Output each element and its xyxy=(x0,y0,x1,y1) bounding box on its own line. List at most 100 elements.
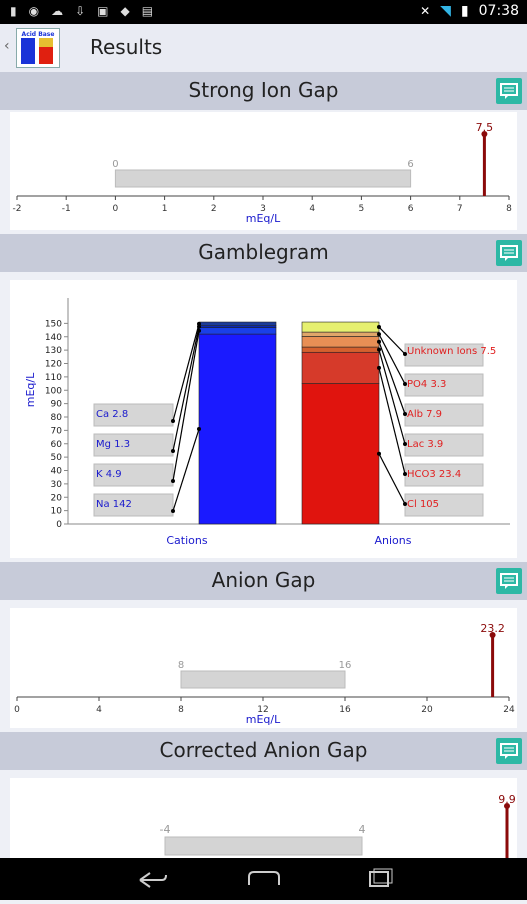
y-tick-label: 90 xyxy=(51,400,63,410)
anion-leader-line xyxy=(378,349,406,445)
cation-label-box xyxy=(93,493,174,517)
y-tick-label: 150 xyxy=(45,319,62,329)
x-tick-label: 8 xyxy=(178,705,184,715)
y-tick-label: 110 xyxy=(45,373,62,383)
x-tick-label: 16 xyxy=(339,705,351,715)
value-label: 23.2 xyxy=(480,622,505,635)
range-low-label: 8 xyxy=(178,660,184,671)
cation-leader-dot xyxy=(197,324,201,329)
section-header-corrected-anion-gap: Corrected Anion Gap xyxy=(0,732,527,770)
back-chevron-icon[interactable]: ‹ xyxy=(4,38,10,54)
cation-label: Mg 1.3 xyxy=(96,439,130,450)
y-tick-label: 50 xyxy=(51,453,63,463)
anion-segment-alb xyxy=(301,336,380,348)
comment-button[interactable] xyxy=(496,240,522,266)
anion-label: HCO3 23.4 xyxy=(407,469,461,480)
range-low-label: 0 xyxy=(112,159,118,170)
anion-leader-line xyxy=(378,367,406,475)
section-header-anion-gap: Anion Gap xyxy=(0,562,527,600)
anion-label: Unknown Ions 7.5 xyxy=(407,346,496,357)
nav-home-icon[interactable] xyxy=(248,871,280,885)
anion-label: Cl 105 xyxy=(407,499,439,510)
x-axis-label: mEq/L xyxy=(246,713,281,726)
x-tick-label: 24 xyxy=(503,705,515,715)
category-label-cations: Cations xyxy=(166,534,207,547)
anion-leader-line xyxy=(378,326,406,355)
y-tick-label: 100 xyxy=(45,386,62,396)
value-marker-dot xyxy=(481,131,488,137)
status-bar: ▮ ◉ ☁ ⇩ ▣ ◆ ▤ ✕ ◥ ▮ 07:38 xyxy=(0,0,527,24)
anion-leader-dot xyxy=(377,347,381,352)
nav-back-icon[interactable] xyxy=(139,872,167,888)
battery-icon: ▮ xyxy=(460,3,469,19)
strong-ion-gap-panel: -2 -1 0 1 2 3 4 5 6 7 8 mEq/L 0 6 7.5 xyxy=(10,112,517,230)
anion-gap-panel: 0 4 8 12 16 20 24 mEq/L 8 16 23.2 xyxy=(10,608,517,728)
wifi-icon: ◥ xyxy=(440,3,451,19)
cation-label-box xyxy=(93,463,174,487)
y-tick-label: 60 xyxy=(51,440,63,450)
value-marker-dot xyxy=(489,632,496,638)
y-tick-label: 70 xyxy=(51,426,63,436)
normal-range-bar xyxy=(164,836,363,856)
anion-leader-line xyxy=(378,333,406,385)
anion-leader-dot xyxy=(403,412,407,416)
category-label-anions: Anions xyxy=(375,534,412,547)
x-axis-label: mEq/L xyxy=(246,212,281,225)
gamblegram-chart: 0 10 20 30 40 50 60 70 80 90 100 110 120 130 140 150 mEq… xyxy=(24,298,510,547)
app-logo[interactable]: Acid Base xyxy=(16,28,60,68)
x-tick-label: -2 xyxy=(13,204,22,214)
x-tick-label: 4 xyxy=(309,204,315,214)
anion-leader-dot xyxy=(403,442,407,446)
y-tick-label: 40 xyxy=(51,467,63,477)
cation-leader-dot xyxy=(197,427,201,432)
y-tick-label: 80 xyxy=(51,413,63,423)
x-tick-label: 6 xyxy=(408,204,414,214)
comment-button[interactable] xyxy=(496,568,522,594)
anion-segment-cl xyxy=(301,383,380,525)
app-logo-text: Acid Base xyxy=(22,31,55,38)
y-tick-label: 120 xyxy=(45,360,62,370)
y-tick-label: 140 xyxy=(45,333,62,343)
comment-button[interactable] xyxy=(496,738,522,764)
x-tick-label: 0 xyxy=(113,204,119,214)
cation-leader-line xyxy=(172,326,200,452)
cation-label: K 4.9 xyxy=(96,469,122,480)
comment-button[interactable] xyxy=(496,78,522,104)
cation-leader-dot xyxy=(197,328,201,333)
notification-icons: ▮ ◉ ☁ ⇩ ▣ ◆ ▤ xyxy=(10,4,153,18)
cation-leader-line xyxy=(172,428,200,512)
clock: 07:38 xyxy=(478,3,519,19)
y-tick-label: 20 xyxy=(51,493,63,503)
value-marker-dot xyxy=(504,803,510,809)
nav-recents-icon[interactable] xyxy=(369,868,393,887)
y-tick-label: 30 xyxy=(51,480,63,490)
y-tick-label: 130 xyxy=(45,346,62,356)
anion-leader-dot xyxy=(377,365,381,370)
cation-leader-line xyxy=(172,323,200,422)
anion-leader-dot xyxy=(403,472,407,476)
x-tick-label: 5 xyxy=(359,204,365,214)
comment-icon xyxy=(500,245,518,261)
anion-leader-dot xyxy=(377,339,381,344)
x-tick-label: 7 xyxy=(457,204,463,214)
anion-leader-dot xyxy=(403,502,407,506)
corrected-anion-gap-chart: -4 4 9.9 xyxy=(160,793,516,858)
anion-segment-hco3 xyxy=(301,351,380,384)
range-high-label: 16 xyxy=(339,660,352,671)
comment-icon xyxy=(500,743,518,759)
android-icon: ◉ xyxy=(28,4,40,18)
range-high-label: 6 xyxy=(407,159,413,170)
y-tick-label: 10 xyxy=(51,507,63,517)
y-tick-label: 0 xyxy=(56,520,62,530)
section-title: Strong Ion Gap xyxy=(188,78,339,102)
x-tick-label: 4 xyxy=(96,705,102,715)
cation-leader-dot xyxy=(171,509,175,513)
mute-icon: ✕ xyxy=(420,4,431,18)
anion-label: Lac 3.9 xyxy=(407,439,443,450)
anion-leader-dot xyxy=(377,325,381,330)
y-axis-label: mEq/L xyxy=(24,372,37,407)
download-icon: ⇩ xyxy=(75,4,86,18)
anion-segment-po4 xyxy=(301,331,380,337)
x-tick-label: 3 xyxy=(260,204,266,214)
anion-gap-chart: 0 4 8 12 16 20 24 mEq/L 8 16 23.2 xyxy=(14,622,515,726)
